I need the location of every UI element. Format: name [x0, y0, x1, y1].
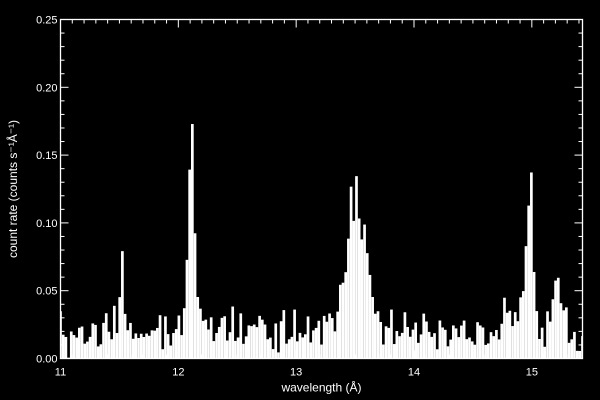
svg-text:count rate (counts s⁻¹Å⁻¹): count rate (counts s⁻¹Å⁻¹): [5, 120, 20, 258]
svg-text:12: 12: [172, 367, 184, 379]
svg-text:0.20: 0.20: [36, 82, 57, 94]
svg-text:0.05: 0.05: [36, 286, 57, 298]
svg-text:11: 11: [55, 367, 66, 379]
svg-text:14: 14: [408, 367, 420, 379]
svg-text:15: 15: [526, 367, 538, 379]
svg-text:0.10: 0.10: [36, 218, 57, 230]
svg-text:wavelength (Å): wavelength (Å): [280, 380, 361, 395]
svg-text:0.25: 0.25: [36, 15, 57, 27]
svg-text:0.15: 0.15: [36, 150, 57, 162]
svg-text:13: 13: [290, 367, 302, 379]
svg-text:0.00: 0.00: [36, 354, 57, 366]
